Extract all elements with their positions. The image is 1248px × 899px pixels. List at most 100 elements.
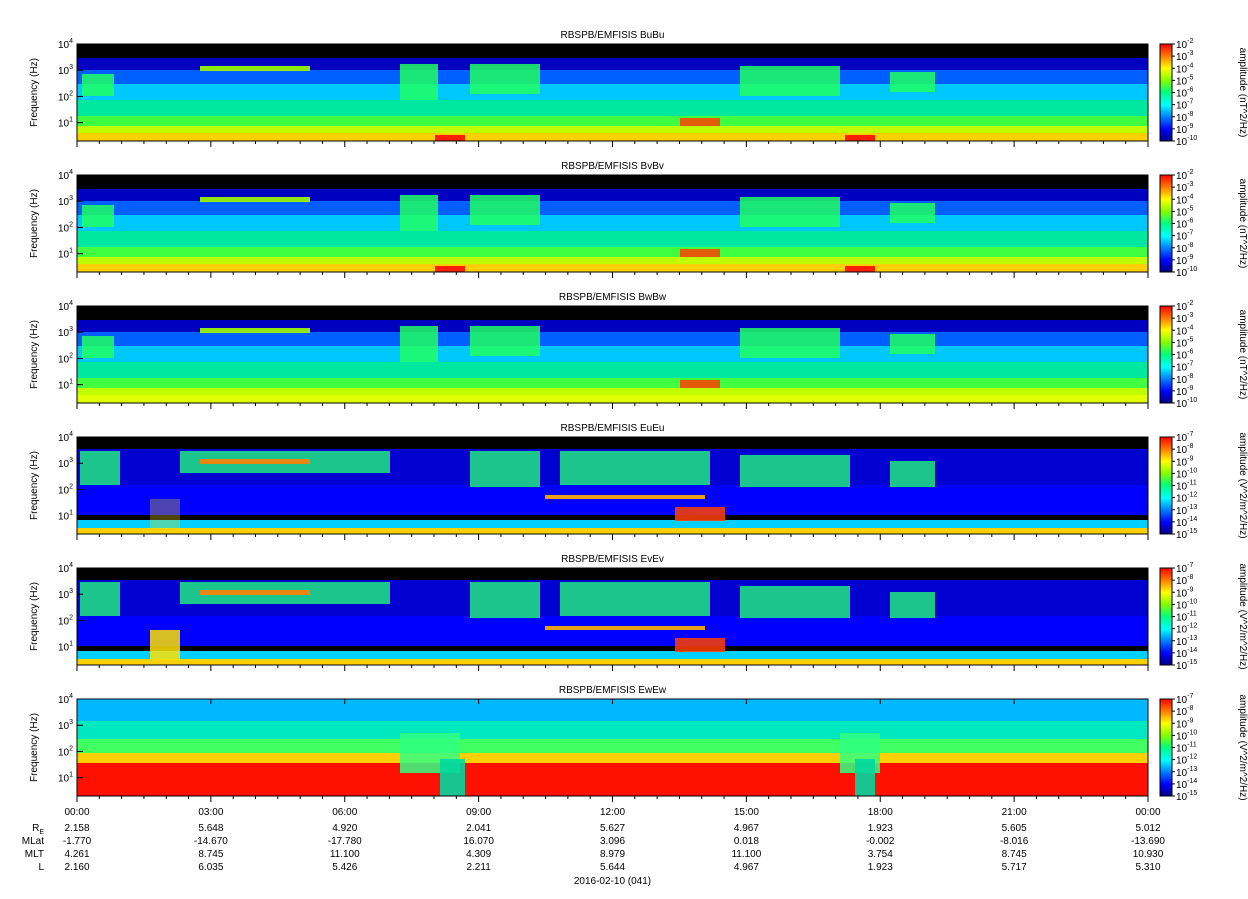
colorbar-tick-label: 10-5 [1176, 74, 1193, 87]
colorbar-tick-label: 10-14 [1176, 778, 1197, 791]
colorbar-tick-label: 10-15 [1176, 790, 1197, 803]
ephemeris-value: 16.070 [463, 836, 494, 847]
colorbar-tick-label: 10-9 [1176, 586, 1193, 599]
colorbar-label: amplitude (V^2/m^2/Hz) [1237, 694, 1248, 800]
colorbar-tick-label: 10-4 [1176, 193, 1193, 206]
y-tick-label: 103 [58, 64, 73, 77]
ephemeris-value: 8.979 [600, 849, 625, 860]
y-tick-label: 104 [58, 300, 73, 313]
x-tick-label: 00:00 [1135, 807, 1160, 818]
panel-title: RBSPB/EMFISIS EuEu [561, 423, 665, 434]
colorbar-tick-label: 10-10 [1176, 266, 1197, 279]
colorbar-tick-label: 10-10 [1176, 397, 1197, 410]
ephemeris-value: 1.923 [868, 862, 893, 873]
x-tick-label: 21:00 [1002, 807, 1027, 818]
colorbar-label: amplitude (V^2/m^2/Hz) [1237, 432, 1248, 538]
colorbar-tick-label: 10-7 [1176, 431, 1193, 444]
ephemeris-value: 3.754 [868, 849, 893, 860]
y-tick-label: 104 [58, 38, 73, 51]
y-tick-label: 101 [58, 379, 73, 392]
ephemeris-value: 4.967 [734, 823, 759, 834]
spectrogram-image [77, 699, 1148, 796]
panel-title: RBSPB/EMFISIS EwEw [559, 685, 667, 696]
ephemeris-value: 11.100 [731, 849, 761, 860]
panel-title: RBSPB/EMFISIS EvEv [561, 554, 664, 565]
ephemeris-value: 2.160 [64, 862, 89, 873]
y-tick-label: 104 [58, 431, 73, 444]
colorbar-tick-label: 10-8 [1176, 373, 1193, 386]
colorbar-tick-label: 10-7 [1176, 361, 1193, 374]
colorbar-tick-label: 10-7 [1176, 99, 1193, 112]
ephemeris-value: -17.780 [328, 836, 362, 847]
colorbar-tick-label: 10-3 [1176, 181, 1193, 194]
colorbar-tick-label: 10-12 [1176, 754, 1197, 767]
colorbar-tick-label: 10-9 [1176, 123, 1193, 136]
colorbar [1159, 567, 1173, 666]
date-label: 2016-02-10 (041) [574, 876, 651, 887]
ephemeris-value: -13.690 [1131, 836, 1165, 847]
ephemeris-value: 2.211 [466, 862, 491, 873]
y-tick-label: 101 [58, 772, 73, 785]
ephemeris-value: 4.261 [64, 849, 89, 860]
ephemeris-value: -8.016 [1000, 836, 1029, 847]
colorbar-tick-label: 10-7 [1176, 230, 1193, 243]
y-axis-label: Frequency (Hz) [29, 320, 40, 389]
colorbar-tick-label: 10-9 [1176, 455, 1193, 468]
colorbar-tick-label: 10-8 [1176, 242, 1193, 255]
ephemeris-value: 2.158 [64, 823, 89, 834]
colorbar-tick-label: 10-13 [1176, 504, 1197, 517]
y-tick-label: 103 [58, 719, 73, 732]
panel-1: RBSPB/EMFISIS BuBu Frequency (Hz) 104 103 10… [29, 30, 1248, 148]
colorbar-tick-label: 10-10 [1176, 467, 1197, 480]
y-axis-label: Frequency (Hz) [29, 582, 40, 651]
ephemeris-value: -0.002 [866, 836, 895, 847]
ephemeris-value: 1.923 [868, 823, 893, 834]
y-tick-label: 102 [58, 352, 73, 365]
y-tick-label: 101 [58, 641, 73, 654]
ephemeris-value: 10.930 [1133, 849, 1164, 860]
y-tick-label: 104 [58, 562, 73, 575]
ephemeris-value: 8.745 [1002, 849, 1027, 860]
colorbar-label: amplitude (nT^2/Hz) [1237, 310, 1248, 400]
x-tick-label: 09:00 [466, 807, 491, 818]
colorbar-tick-label: 10-6 [1176, 87, 1193, 100]
panel-3: RBSPB/EMFISIS BwBw Frequency (Hz) 104 103 10… [29, 292, 1248, 410]
panel-title: RBSPB/EMFISIS BwBw [559, 292, 667, 303]
colorbar-tick-label: 10-14 [1176, 516, 1197, 529]
y-tick-label: 102 [58, 614, 73, 627]
y-tick-label: 102 [58, 483, 73, 496]
ephemeris-value: 4.967 [734, 862, 759, 873]
colorbar-tick-label: 10-4 [1176, 324, 1193, 337]
colorbar-tick-label: 10-5 [1176, 205, 1193, 218]
ephemeris-value: 5.605 [1002, 823, 1027, 834]
y-axis-label: Frequency (Hz) [29, 451, 40, 520]
ephemeris-value: -1.770 [63, 836, 92, 847]
time-axis-labels: 00:00 03:00 06:00 09:00 12:00 15:00 18:00 21:00… [64, 807, 1160, 887]
panel-5: RBSPB/EMFISIS EvEv Frequency (Hz) 104 103 10… [29, 554, 1248, 672]
colorbar-tick-label: 10-2 [1176, 169, 1193, 182]
spectrogram-image [77, 44, 1148, 141]
y-axis-label: Frequency (Hz) [29, 58, 40, 127]
ephemeris-value: 2.041 [466, 823, 491, 834]
colorbar-tick-label: 10-13 [1176, 635, 1197, 648]
panel-title: RBSPB/EMFISIS BuBu [561, 30, 665, 41]
colorbar-tick-label: 10-3 [1176, 312, 1193, 325]
colorbar [1159, 436, 1173, 535]
colorbar-tick-label: 10-10 [1176, 729, 1197, 742]
ephemeris-value: 5.648 [198, 823, 223, 834]
ephemeris-row-label: L [38, 862, 44, 873]
y-tick-label: 101 [58, 117, 73, 130]
x-tick-label: 18:00 [868, 807, 893, 818]
colorbar-label: amplitude (V^2/m^2/Hz) [1237, 563, 1248, 669]
y-tick-label: 101 [58, 510, 73, 523]
ephemeris-value: -14.670 [194, 836, 228, 847]
y-tick-label: 103 [58, 195, 73, 208]
y-tick-label: 104 [58, 169, 73, 182]
ephemeris-value: 5.627 [600, 823, 625, 834]
colorbar-tick-label: 10-11 [1176, 742, 1197, 755]
ephemeris-value: 11.100 [330, 849, 360, 860]
ephemeris-value: 8.745 [198, 849, 223, 860]
ephemeris-value: 6.035 [198, 862, 223, 873]
colorbar-tick-label: 10-8 [1176, 705, 1193, 718]
